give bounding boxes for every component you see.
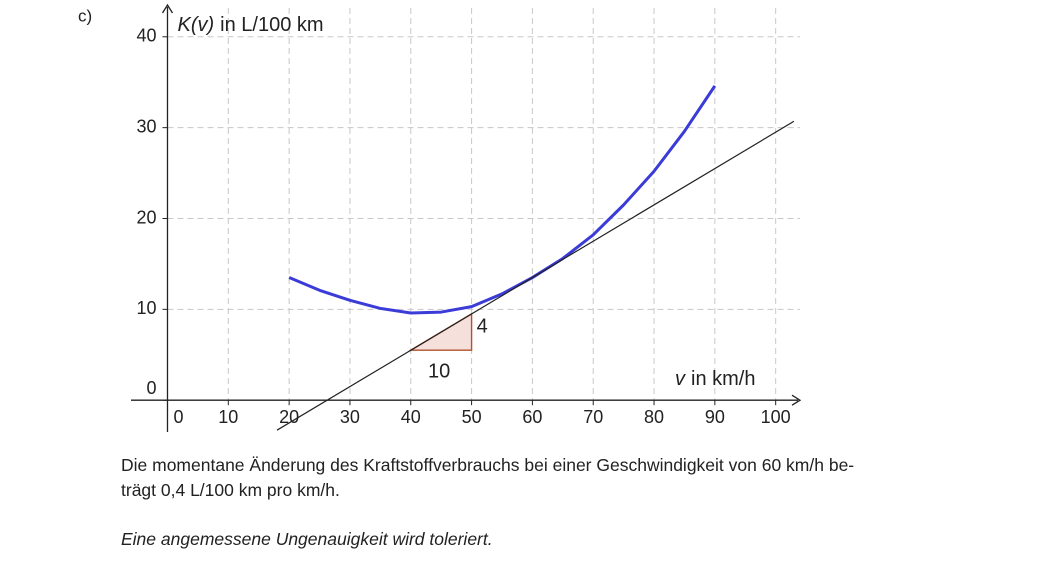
x-axis-label-var: v xyxy=(675,368,686,390)
x-tick-label: 100 xyxy=(761,407,791,427)
x-tick-label: 20 xyxy=(279,407,299,427)
x-tick-label: 90 xyxy=(705,407,725,427)
x-tick-label: 10 xyxy=(218,407,238,427)
part-label: c) xyxy=(78,6,92,25)
line xyxy=(276,120,795,431)
note: Eine angemessene Ungenauigkeit wird tole… xyxy=(121,529,493,549)
y-axis-label-unit: in L/100 km xyxy=(220,14,323,36)
x-axis-label-unit: in km/h xyxy=(691,368,755,390)
run-label: 10 xyxy=(428,361,450,383)
solution-line: Die momentane Änderung des Kraftstoffver… xyxy=(121,455,855,475)
y-tick-label: 20 xyxy=(136,207,156,227)
y-axis-arrow xyxy=(161,3,174,14)
x-axis-label: v in km/h xyxy=(675,368,755,390)
x-tick-label: 0 xyxy=(173,407,183,427)
x-tick-label: 60 xyxy=(522,407,542,427)
x-axis-arrow xyxy=(791,394,802,406)
x-tick-label: 30 xyxy=(340,407,360,427)
y-tick-label: 0 xyxy=(146,378,156,398)
x-tick-label: 70 xyxy=(583,407,603,427)
chart: c) 0 10 20 30 40 50 60 70 80 90 100 0 10 20 30 40 K(v) in… xyxy=(78,3,802,432)
x-tick-label: 40 xyxy=(401,407,421,427)
solution-line: trägt 0,4 L/100 km pro km/h. xyxy=(121,480,340,500)
y-axis-label: K(v) in L/100 km xyxy=(177,14,323,36)
y-tick-label: 40 xyxy=(136,26,156,46)
x-tick-label: 50 xyxy=(462,407,482,427)
rise-label: 4 xyxy=(477,315,488,337)
y-tick-label: 30 xyxy=(136,116,156,136)
line xyxy=(288,85,717,315)
y-tick-label: 10 xyxy=(136,298,156,318)
y-axis-label-var: K(v) xyxy=(177,14,214,36)
x-tick-label: 80 xyxy=(644,407,664,427)
